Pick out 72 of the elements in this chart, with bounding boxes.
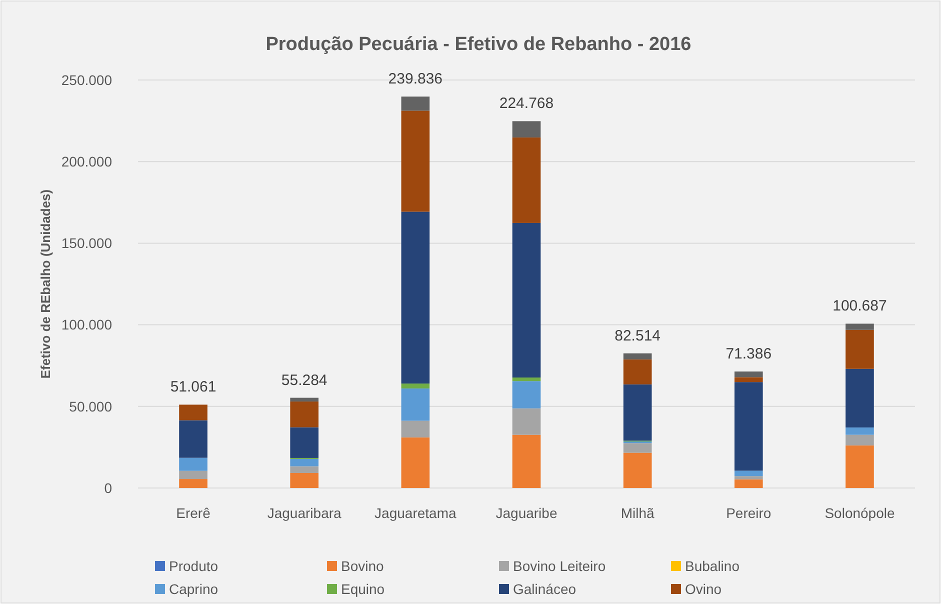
legend-label: Equino [341, 580, 385, 597]
y-tick-label: 0 [104, 480, 112, 496]
bar [512, 222, 541, 378]
bar [290, 472, 319, 488]
bar [401, 437, 430, 488]
total-label: 239.836 [388, 70, 443, 88]
bar [846, 368, 874, 428]
bar [512, 378, 541, 382]
y-tick-label: 150.000 [61, 235, 112, 252]
bar [734, 479, 763, 488]
total-label: 100.687 [832, 298, 887, 315]
y-tick-label: 200.000 [61, 154, 112, 170]
bar [734, 382, 763, 471]
bar [846, 330, 874, 369]
bar [290, 398, 319, 402]
bar [512, 137, 541, 223]
bar [290, 402, 319, 428]
y-tick-label: 50.000 [69, 398, 112, 414]
legend-label: Caprino [169, 580, 218, 597]
y-tick-label: 250.000 [61, 72, 112, 88]
x-tick-label: Milhã [620, 505, 655, 521]
total-label: 55.284 [281, 372, 328, 389]
y-axis-title: Efetivo de REbalho (Unidades) [38, 189, 53, 379]
y-tick-label: 100.000 [61, 316, 112, 333]
total-label: 71.386 [726, 346, 772, 362]
x-tick-label: Jaguaribe [496, 505, 558, 521]
x-tick-label: Jaguaribara [267, 505, 342, 521]
bar [401, 96, 430, 111]
bar [290, 458, 319, 466]
bar [846, 434, 874, 446]
chart-title: Produção Pecuária - Efetivo de Rebanho - 2016 [266, 34, 692, 55]
x-tick-label: Ererê [176, 505, 211, 521]
bar [734, 476, 763, 480]
bar [623, 452, 652, 488]
bar [846, 324, 874, 330]
bar [846, 427, 874, 435]
total-label: 51.061 [170, 378, 216, 396]
bar [290, 427, 319, 458]
bar [623, 384, 652, 441]
bar [512, 408, 541, 435]
bar [734, 372, 763, 378]
total-label: 224.768 [499, 95, 554, 112]
x-tick-label: Solonópole [824, 505, 895, 521]
bar [512, 434, 541, 488]
bar [290, 466, 319, 473]
legend-label: Bubalino [685, 558, 740, 574]
bar [401, 420, 430, 438]
bar [512, 121, 541, 138]
legend-label: Ovino [685, 580, 722, 597]
legend-label: Galináceo [513, 580, 576, 597]
bar [401, 212, 430, 384]
bar [401, 388, 430, 421]
bar [401, 110, 430, 212]
bar [623, 353, 652, 360]
x-tick-label: Jaguaretama [374, 505, 456, 521]
legend-label: Bovino [341, 558, 384, 574]
x-tick-label: Pereiro [726, 505, 772, 521]
bar [512, 381, 541, 408]
bar [846, 445, 874, 488]
bar [401, 384, 430, 388]
bar [623, 359, 652, 384]
legend-label: Bovino Leiteiro [513, 558, 606, 574]
bar [734, 377, 763, 382]
legend-label: Produto [169, 558, 218, 574]
bar [179, 458, 208, 471]
total-label: 82.514 [614, 327, 661, 344]
bar [179, 420, 208, 458]
bar [179, 404, 208, 420]
bar [179, 470, 208, 480]
bar [623, 443, 652, 453]
bar [179, 479, 208, 488]
bar [734, 470, 763, 476]
